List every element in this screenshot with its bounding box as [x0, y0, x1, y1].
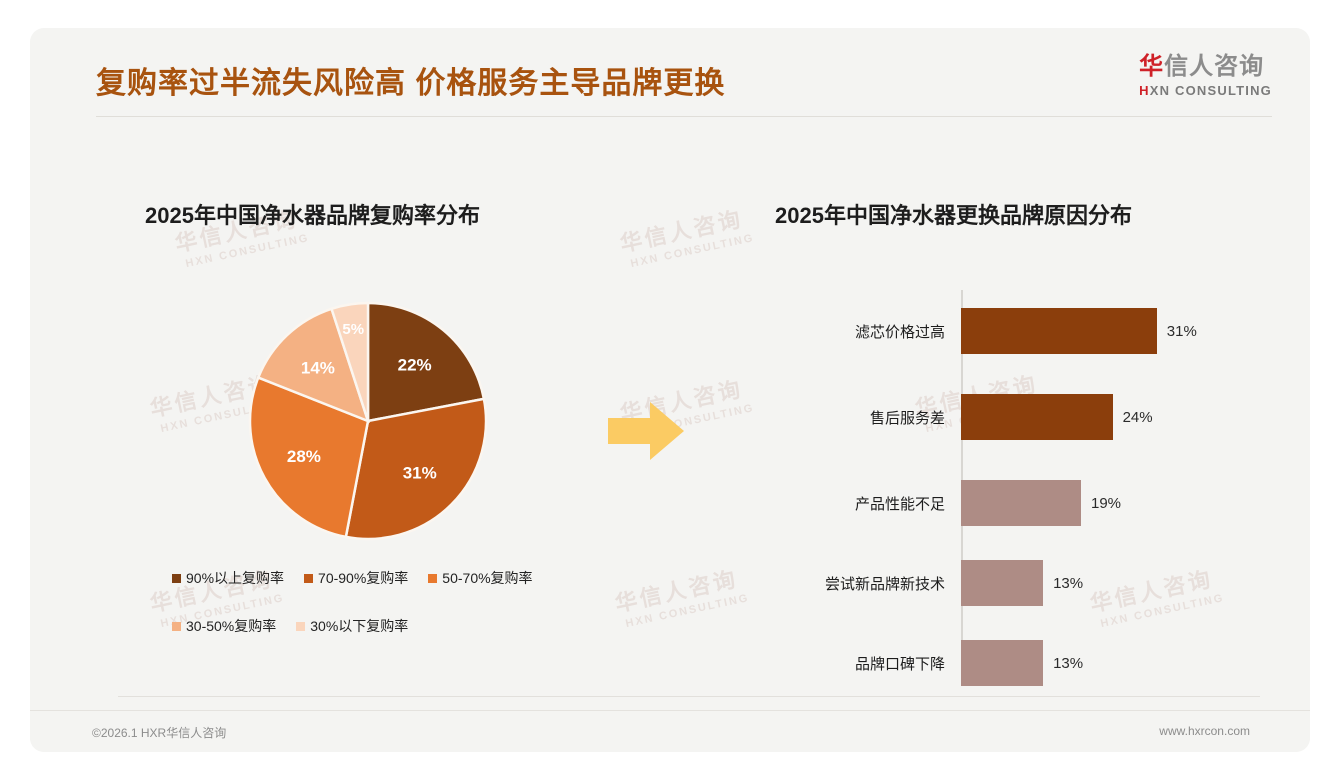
company-logo: 华信人咨询 HXN CONSULTING: [1139, 53, 1272, 98]
legend-swatch: [172, 573, 181, 583]
logo-chinese-accent: 华: [1139, 53, 1165, 80]
slide-footer: ©2026.1 HXR华信人咨询 www.hxrcon.com: [30, 710, 1310, 752]
bar-chart-row: 品牌口碑下降 13%: [775, 640, 1265, 686]
legend-swatch: [304, 573, 314, 583]
legend-swatch: [428, 573, 438, 583]
bar-chart-row: 售后服务差 24%: [775, 394, 1265, 440]
bar-track: 13%: [961, 560, 1083, 606]
website-link[interactable]: www.hxrcon.com: [1159, 724, 1250, 738]
bar-value-label: 24%: [1122, 408, 1153, 426]
watermark-line2: HXN CONSULTING: [624, 592, 751, 631]
bar-fill: [961, 308, 1157, 354]
bar-fill: [961, 480, 1081, 526]
watermark: 华信人咨询 HXN CONSULTING: [612, 560, 751, 632]
bar-value-label: 13%: [1053, 654, 1084, 672]
legend-item[interactable]: 30%以下复购率: [296, 616, 408, 636]
bar-chart-axis: [961, 290, 963, 668]
legend-label: 70-90%复购率: [318, 570, 409, 586]
bar-track: 13%: [961, 640, 1083, 686]
pie-slice-value: 5%: [342, 321, 364, 338]
bar-category-label: 产品性能不足: [854, 495, 945, 513]
bar-chart-row: 产品性能不足 19%: [775, 480, 1265, 526]
watermark: 华信人咨询 HXN CONSULTING: [617, 200, 756, 271]
bar-chart-title: 2025年中国净水器更换品牌原因分布: [775, 203, 1132, 228]
bar-category-label: 售后服务差: [869, 409, 945, 427]
bar-value-label: 31%: [1166, 322, 1197, 340]
pie-slice: [366, 301, 486, 423]
legend-label: 30-50%复购率: [186, 618, 277, 634]
bar-chart-row: 尝试新品牌新技术 13%: [775, 560, 1265, 606]
bar-chart-row: 滤芯价格过高 31%: [775, 308, 1265, 354]
watermark-line2: HXN CONSULTING: [629, 232, 756, 271]
pie-slice-value: 14%: [301, 359, 335, 378]
bar-category-label: 品牌口碑下降: [854, 655, 945, 673]
logo-english: HXN CONSULTING: [1139, 83, 1272, 98]
bar-fill: [961, 560, 1044, 606]
pie-chart-title: 2025年中国净水器品牌复购率分布: [145, 203, 480, 228]
bar-category-label: 尝试新品牌新技术: [824, 575, 945, 593]
legend-item[interactable]: 90%以上复购率: [172, 568, 284, 588]
legend-item[interactable]: 70-90%复购率: [304, 568, 408, 588]
note-divider: [118, 696, 1260, 697]
bar-value-label: 13%: [1053, 574, 1084, 592]
bar-value-label: 19%: [1091, 494, 1122, 512]
flow-arrow-icon: [608, 400, 686, 467]
legend-label: 90%以上复购率: [186, 570, 285, 586]
pie-slice: [248, 375, 370, 539]
slide-header: 复购率过半流失风险高 价格服务主导品牌更换 华信人咨询 HXN CONSULTI…: [30, 28, 1310, 120]
bar-track: 19%: [961, 480, 1121, 526]
logo-english-rest: XN CONSULTING: [1149, 82, 1272, 98]
pie-chart: 22% 31% 28% 14% 5%: [220, 286, 520, 556]
bar-fill: [961, 640, 1044, 686]
logo-chinese-rest: 信人咨询: [1164, 53, 1265, 80]
page-title: 复购率过半流失风险高 价格服务主导品牌更换: [96, 67, 726, 100]
logo-chinese: 华信人咨询: [1139, 53, 1272, 81]
bar-track: 24%: [961, 394, 1153, 440]
bar-track: 31%: [961, 308, 1197, 354]
legend-item[interactable]: 50-70%复购率: [428, 568, 533, 588]
watermark-line2: HXN CONSULTING: [184, 232, 311, 271]
legend-swatch: [172, 621, 181, 631]
legend-swatch: [296, 621, 306, 631]
bar-chart: 滤芯价格过高 31% 售后服务差 24% 产品性能不足 19% 尝试新品牌新技术 13% 品牌口…: [775, 290, 1265, 686]
pie-chart-legend: 90%以上复购率 70-90%复购率 50-70%复购率 30-50%复购率 30%以下…: [172, 568, 602, 636]
legend-label: 50-70%复购率: [442, 570, 533, 586]
bar-fill: [961, 394, 1113, 440]
bar-category-label: 滤芯价格过高: [854, 323, 945, 341]
legend-label: 30%以下复购率: [310, 618, 409, 634]
logo-english-accent: H: [1139, 82, 1150, 98]
pie-slice-value: 31%: [403, 464, 437, 483]
watermark-line1: 华信人咨询: [612, 566, 741, 617]
copyright-text: ©2026.1 HXR华信人咨询: [92, 726, 227, 740]
pie-slice: [344, 397, 488, 541]
pie-slice-value: 22%: [398, 356, 432, 375]
watermark-line1: 华信人咨询: [617, 206, 746, 257]
pie-slice: [329, 301, 370, 422]
legend-item[interactable]: 30-50%复购率: [172, 616, 276, 636]
header-divider: [96, 116, 1272, 117]
pie-chart-svg: 22% 31% 28% 14% 5%: [248, 301, 488, 541]
slide-canvas: 复购率过半流失风险高 价格服务主导品牌更换 华信人咨询 HXN CONSULTI…: [30, 28, 1310, 752]
pie-slice-value: 28%: [287, 447, 321, 466]
